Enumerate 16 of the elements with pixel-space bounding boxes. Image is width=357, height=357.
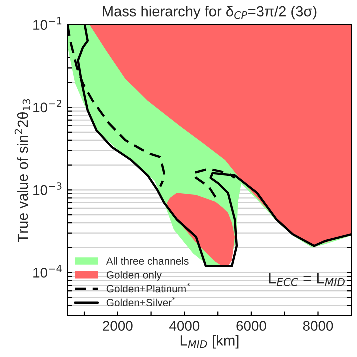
annotation: L$_{ECC}$ = L$_{MID}$ (269, 273, 345, 286)
chart-title: Mass hierarchy for δ$_{CP}$=3π/2 (3σ) (103, 6, 317, 20)
x-tick-label: 6000 (236, 321, 266, 332)
x-tick-label: 2000 (103, 321, 133, 332)
legend-label: Golden only (106, 271, 162, 281)
legend-label: Golden+Platinum$^{*}$ (106, 283, 190, 293)
y-tick-label: 10$^{−3}$ (34, 182, 62, 196)
x-tick-label: 4000 (170, 321, 200, 332)
y-axis-title: True value of sin$^{2}$2θ$_{13}$ (14, 99, 31, 242)
y-tick-label: 10$^{−4}$ (34, 265, 62, 278)
y-tick-label: 10$^{−2}$ (34, 100, 62, 113)
x-axis-title: L$_{MID}$ [km] (180, 335, 239, 349)
y-tick-label: 10$^{−1}$ (34, 18, 62, 30)
series-label: All three channels (106, 257, 189, 265)
legend-label: Golden+Silver$^{*}$ (106, 297, 176, 307)
x-tick-label: 8000 (303, 321, 334, 332)
